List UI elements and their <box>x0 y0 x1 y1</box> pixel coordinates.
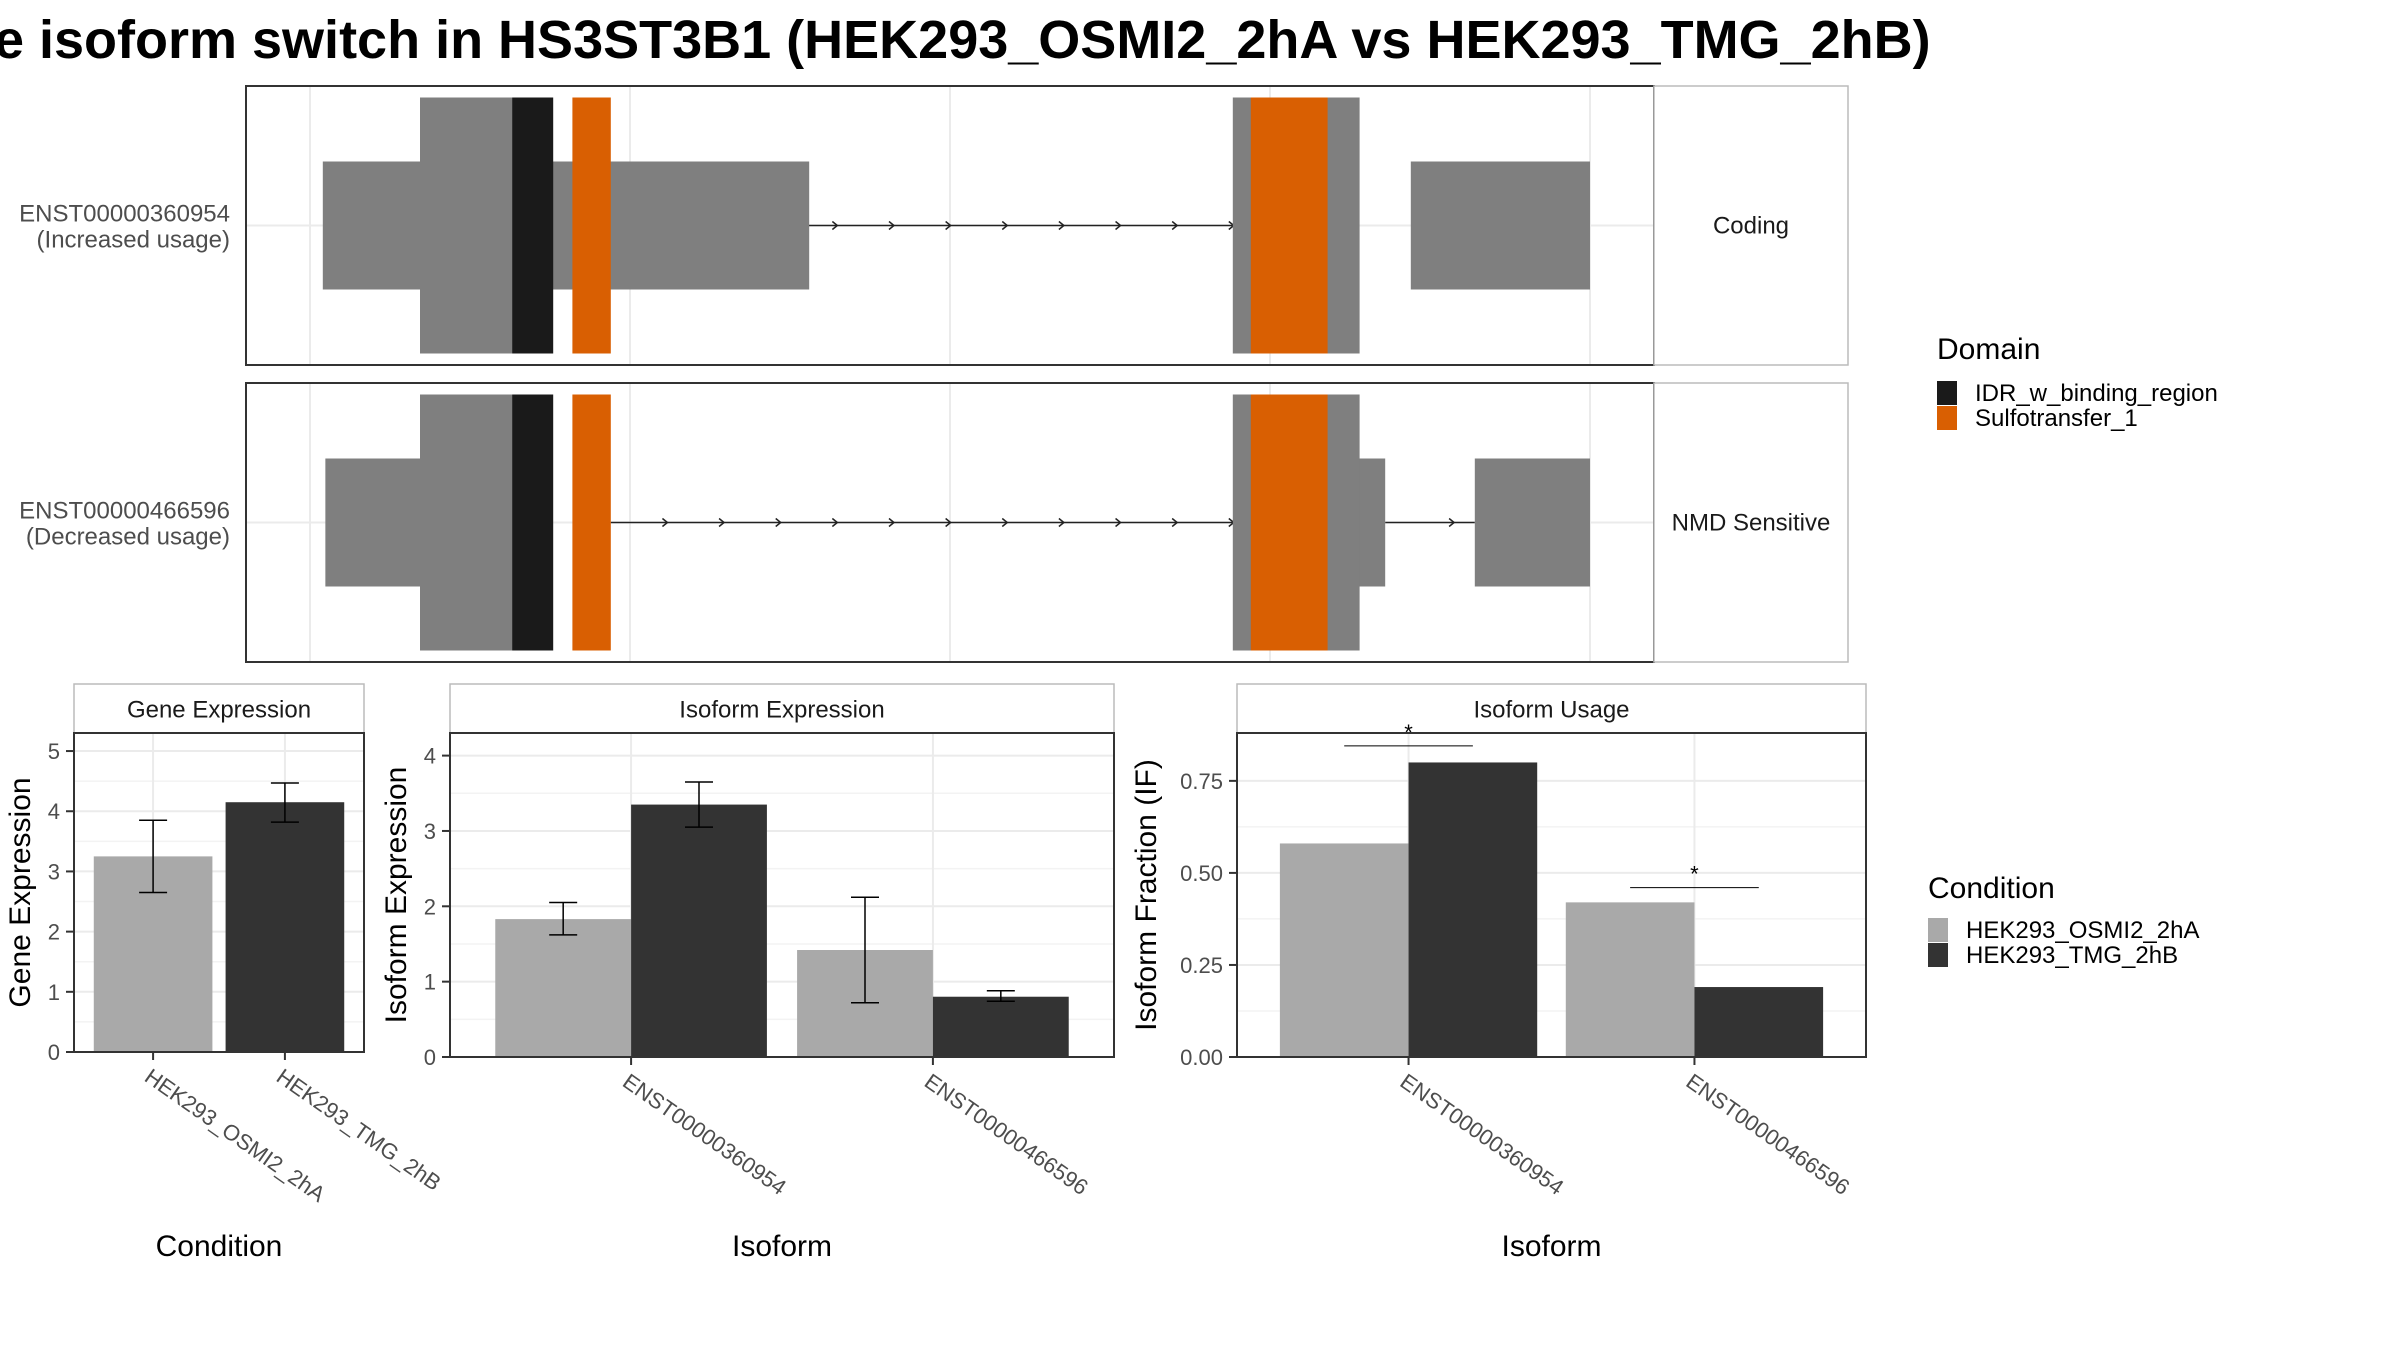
intron-arrow <box>1171 220 1179 231</box>
condition-legend: Condition HEK293_OSMI2_2hA HEK293_TMG_2h… <box>1928 872 2199 969</box>
y-tick-label: 3 <box>48 859 60 884</box>
significance-mark: * <box>1690 862 1699 887</box>
y-tick-label: 5 <box>48 739 60 764</box>
intron-arrow <box>888 517 896 528</box>
domain-sulfotransfer-1 <box>572 97 611 354</box>
x-axis-title: Isoform <box>1501 1230 1601 1263</box>
category-strip <box>1653 382 1849 663</box>
y-tick-label: 3 <box>424 819 436 844</box>
intron-arrow <box>1115 517 1122 528</box>
y-tick-label: 1 <box>48 980 60 1005</box>
bar <box>1279 843 1409 1057</box>
panel-strip <box>1236 683 1867 734</box>
legend-key-tmg <box>1928 943 1948 967</box>
domain-idr-w-binding-region <box>512 97 554 354</box>
domain-sulfotransfer-1 <box>572 394 611 651</box>
intron-arrow <box>1115 220 1122 231</box>
isoform-expression-panel: Isoform Expression 0 1 2 3 4 ENST00000360954 EN… <box>380 683 1115 1263</box>
y-tick-label: 1 <box>424 970 436 995</box>
intron-arrow <box>1448 517 1456 528</box>
x-tick-label: ENST00000360954 <box>618 1069 791 1200</box>
legend-label-idr: IDR_w_binding_region <box>1975 380 2218 407</box>
panel-title: Gene Expression <box>127 697 311 724</box>
transcript-id-label: ENST00000466596 <box>19 498 230 525</box>
intron-arrow <box>945 517 952 528</box>
bar <box>1565 902 1695 1057</box>
transcript-usage-label: (Decreased usage) <box>26 524 230 551</box>
intron-arrow <box>661 517 669 528</box>
panel-title: Isoform Expression <box>679 697 884 724</box>
intron-arrow <box>1171 517 1179 528</box>
legend-key-idr <box>1937 381 1957 405</box>
plot-border <box>1236 732 1867 1058</box>
intron-arrow <box>1001 220 1009 231</box>
legend-label-tmg: HEK293_TMG_2hB <box>1966 942 2178 969</box>
transcript-structure-panel: Coding ENST00000360954(Increased usage) NM… <box>19 85 1849 663</box>
category-strip <box>1653 85 1849 366</box>
y-tick-label: 0.50 <box>1180 861 1223 886</box>
y-tick-label: 4 <box>48 799 60 824</box>
panel-title: Isoform Usage <box>1473 697 1629 724</box>
y-tick-label: 0 <box>48 1040 60 1065</box>
intron-arrow <box>1058 517 1066 528</box>
bar <box>495 919 632 1057</box>
legend-key-sulfotransfer <box>1937 406 1957 430</box>
x-tick-label: ENST00000466596 <box>1682 1069 1855 1200</box>
legend-key-osmi2 <box>1928 918 1948 942</box>
transcript-usage-label: (Increased usage) <box>37 227 230 254</box>
domain-legend: Domain IDR_w_binding_region Sulfotransfe… <box>1937 333 2218 432</box>
legend-label-osmi2: HEK293_OSMI2_2hA <box>1966 917 2199 944</box>
x-tick-label: ENST00000360954 <box>1396 1069 1569 1200</box>
domain-sulfotransfer-1 <box>1250 97 1328 354</box>
y-axis-title: Isoform Expression <box>380 767 413 1024</box>
y-axis-title: Isoform Fraction (IF) <box>1130 759 1163 1031</box>
bar <box>932 996 1069 1057</box>
y-tick-label: 0.25 <box>1180 953 1223 978</box>
x-axis-title: Condition <box>156 1230 283 1263</box>
y-tick-label: 2 <box>48 920 60 945</box>
legend-label-sulfotransfer: Sulfotransfer_1 <box>1975 405 2138 432</box>
intron-arrow <box>775 517 782 528</box>
bar <box>1408 762 1538 1057</box>
y-tick-label: 0 <box>424 1045 436 1070</box>
intron-arrow <box>1058 220 1066 231</box>
transcript-category: NMD Sensitive <box>1672 510 1831 537</box>
transcript-id-label: ENST00000360954 <box>19 201 230 228</box>
isoform-usage-panel: Isoform Usage**0.000.250.500.75ENST00000… <box>1130 683 1867 1263</box>
panel-strip <box>449 683 1115 734</box>
intron-arrow <box>831 220 839 231</box>
intron-arrow <box>945 220 952 231</box>
y-tick-label: 0.75 <box>1180 769 1223 794</box>
plot-border <box>73 732 365 1053</box>
intron-arrow <box>1001 517 1009 528</box>
y-tick-label: 0.00 <box>1180 1045 1223 1070</box>
y-axis-title: Gene Expression <box>4 777 37 1007</box>
bar <box>1694 987 1824 1057</box>
domain-legend-title: Domain <box>1937 333 2040 366</box>
bar <box>631 804 767 1057</box>
exon-block <box>1474 458 1590 587</box>
intron-arrow <box>831 517 839 528</box>
intron-arrow <box>718 517 726 528</box>
y-tick-label: 2 <box>424 894 436 919</box>
domain-sulfotransfer-1 <box>1250 394 1328 651</box>
plot-border <box>449 732 1115 1058</box>
y-tick-label: 4 <box>424 744 436 769</box>
domain-idr-w-binding-region <box>512 394 554 651</box>
bar <box>225 802 345 1052</box>
figure-title: The isoform switch in HS3ST3B1 (HEK293_O… <box>0 10 1931 70</box>
transcript-category: Coding <box>1713 213 1789 240</box>
intron-arrow <box>888 220 896 231</box>
x-tick-label: ENST00000466596 <box>920 1069 1093 1200</box>
condition-legend-title: Condition <box>1928 872 2055 905</box>
exon-block <box>1410 161 1590 290</box>
x-axis-title: Isoform <box>732 1230 832 1263</box>
